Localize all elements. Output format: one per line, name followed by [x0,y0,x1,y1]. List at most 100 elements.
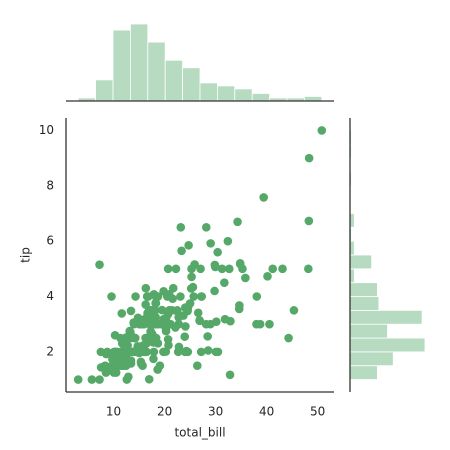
point [233,217,242,227]
point [142,292,152,301]
point [138,361,147,371]
point [159,347,168,357]
point [224,264,234,274]
histogram-bar [147,41,166,102]
point [171,323,180,332]
point [235,301,244,310]
histogram-bar [349,296,380,311]
point [95,375,104,384]
point [210,260,220,270]
point [73,375,83,384]
point [265,319,274,329]
point [120,342,129,351]
histogram-bar [349,365,378,380]
point [176,223,186,232]
y-axis-label: tip [19,247,33,263]
point [241,273,250,283]
point [153,292,163,301]
histogram-bar [349,282,378,297]
point [268,264,278,274]
point [122,375,132,384]
point [129,319,139,329]
point [154,319,163,329]
histogram-bar [349,323,388,339]
x-tick-label: 20 [157,405,172,419]
point [87,375,97,384]
point [162,319,172,329]
histogram-bar [182,67,201,102]
point [109,368,119,377]
point [189,292,199,301]
point [171,264,181,274]
point [117,309,127,318]
histogram-bar [349,254,373,270]
point [225,370,235,380]
point [157,305,167,315]
point [210,286,219,296]
histogram-bar [129,23,149,102]
point [184,241,193,250]
point [304,264,313,274]
point [206,239,215,248]
point [168,283,178,293]
point [203,332,212,341]
point [173,347,183,357]
histogram-bar [95,79,114,102]
point [162,292,172,301]
histogram-bar [304,96,323,102]
histogram-bar [164,59,183,102]
point [213,247,222,257]
point [183,306,192,316]
x-tick-label: 40 [259,405,274,419]
point [217,264,227,274]
point [125,333,135,343]
point [195,316,204,325]
y-tick-label: 4 [46,289,54,303]
point [163,264,173,274]
y-tick-label: 6 [46,234,54,248]
point [109,347,119,357]
point [304,216,314,226]
point [149,354,158,364]
x-tick-label: 50 [310,405,325,419]
point [259,193,268,202]
point [177,246,186,256]
point [192,361,202,371]
point [125,327,135,337]
x-tick-label: 10 [106,405,121,419]
point [126,359,136,368]
point [176,292,185,301]
point [144,374,154,384]
point [180,332,190,341]
point [186,284,196,293]
point [201,319,211,329]
point [147,319,157,329]
point [141,283,151,293]
histogram-bar [349,337,426,353]
point [255,319,265,329]
point [151,312,161,322]
histogram-bar [234,88,253,102]
histogram-bar [112,29,131,102]
point [107,292,116,301]
point [201,223,211,232]
point [317,126,327,135]
point [131,292,140,301]
point [252,292,262,301]
point [278,264,287,274]
y-tick-label: 10 [39,123,54,137]
point [187,272,196,282]
histogram-bar [199,82,218,102]
point [223,236,233,246]
point [150,306,160,315]
point [226,316,235,326]
histogram-bar [251,93,271,102]
point [196,264,205,274]
point [126,306,136,316]
point [153,338,163,348]
x-axis-label: total_bill [174,426,225,440]
point [180,347,190,357]
point [197,292,207,301]
point [220,278,229,287]
